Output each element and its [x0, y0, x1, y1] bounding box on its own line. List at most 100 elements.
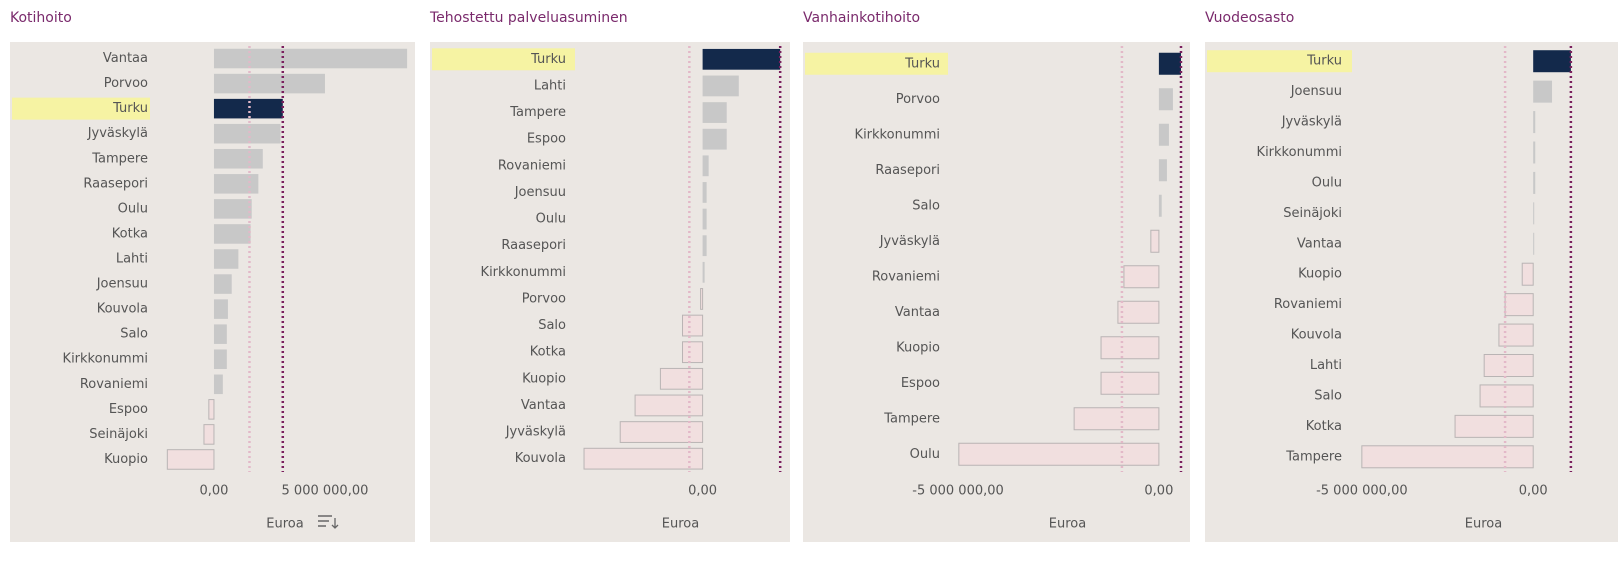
- bar: [1158, 194, 1162, 217]
- category-label: Rovaniemi: [872, 269, 940, 284]
- category-label: Joensuu: [96, 277, 148, 292]
- category-label: Raasepori: [875, 163, 940, 178]
- bar: [213, 48, 408, 69]
- bar: [1533, 111, 1536, 134]
- bar: [213, 374, 223, 395]
- bar: [1158, 88, 1173, 111]
- category-label: Kuopio: [896, 340, 940, 355]
- category-label: Oulu: [910, 447, 940, 462]
- bar: [702, 102, 727, 123]
- category-label: Porvoo: [522, 291, 566, 306]
- category-label: Salo: [120, 327, 148, 342]
- bar: [1158, 123, 1169, 146]
- category-label: Vantaa: [1297, 236, 1342, 251]
- category-label: Kirkkonummi: [855, 127, 940, 142]
- category-label: Lahti: [534, 78, 566, 93]
- bar: [203, 424, 215, 445]
- bar: [702, 48, 781, 70]
- bar: [700, 288, 704, 310]
- bar: [1498, 323, 1534, 347]
- category-label: Kuopio: [104, 452, 148, 467]
- bar: [213, 249, 239, 269]
- category-label: Turku: [112, 101, 148, 116]
- x-tick-label: 0,00: [199, 484, 228, 499]
- bar: [1533, 232, 1535, 255]
- chart-title: Vuodeosasto: [1205, 10, 1294, 26]
- bar: [213, 98, 283, 119]
- bar: [213, 73, 325, 94]
- bar: [213, 224, 251, 244]
- category-label: Vantaa: [521, 398, 566, 413]
- bar: [213, 148, 263, 169]
- category-highlight: [805, 52, 948, 75]
- category-label: Porvoo: [104, 76, 148, 91]
- bar: [213, 274, 232, 294]
- category-label: Turku: [1306, 54, 1342, 69]
- bar: [702, 235, 707, 257]
- bar: [213, 199, 252, 219]
- bar: [1533, 80, 1553, 103]
- bar: [958, 442, 1160, 466]
- category-label: Jyväskylä: [1281, 115, 1342, 130]
- bar: [682, 314, 704, 337]
- x-tick-label: 5 000 000,00: [282, 484, 369, 499]
- category-label: Vantaa: [895, 305, 940, 320]
- bar: [702, 128, 727, 150]
- bar: [213, 123, 281, 144]
- bar: [208, 399, 215, 420]
- bar: [1100, 336, 1160, 360]
- bar: [1483, 354, 1534, 377]
- category-label: Kirkkonummi: [63, 352, 148, 367]
- category-label: Salo: [912, 198, 940, 213]
- bar: [213, 324, 227, 344]
- x-tick-label: 0,00: [1144, 484, 1173, 499]
- bar: [1361, 445, 1534, 469]
- bar: [1123, 265, 1160, 289]
- x-tick-label: -5 000 000,00: [912, 484, 1004, 499]
- x-tick-label: 0,00: [1519, 484, 1548, 499]
- bar: [1521, 262, 1534, 286]
- chart-title: Kotihoito: [10, 10, 72, 26]
- bar: [1533, 50, 1571, 73]
- category-label: Jyväskylä: [87, 126, 148, 141]
- bar: [702, 155, 709, 177]
- x-axis-title: Euroa: [266, 517, 303, 532]
- category-label: Salo: [1314, 388, 1342, 403]
- chart-panel: Vantaa Porvoo Turku Jyväskylä Tampere Raasepo…: [10, 42, 415, 542]
- category-label: Seinäjoki: [89, 427, 148, 442]
- category-label: Kouvola: [515, 451, 566, 466]
- category-label: Lahti: [116, 252, 148, 267]
- bar: [702, 75, 739, 97]
- category-label: Raasepori: [83, 176, 148, 191]
- category-label: Vantaa: [103, 51, 148, 66]
- bar: [213, 174, 259, 194]
- category-label: Kouvola: [97, 302, 148, 317]
- bar: [702, 208, 707, 230]
- bar: [1454, 414, 1534, 438]
- category-label: Turku: [530, 52, 566, 67]
- category-label: Kirkkonummi: [1257, 145, 1342, 160]
- category-label: Porvoo: [896, 92, 940, 107]
- chart-panel: Turku Porvoo Kirkkonummi Raasepori Salo Jyväs…: [803, 42, 1190, 542]
- category-label: Raasepori: [501, 238, 566, 253]
- bar: [682, 341, 704, 364]
- category-label: Seinäjoki: [1283, 206, 1342, 221]
- category-label: Joensuu: [1290, 84, 1342, 99]
- category-label: Espoo: [109, 402, 148, 417]
- x-tick-label: -5 000 000,00: [1316, 484, 1408, 499]
- category-label: Tampere: [509, 105, 566, 120]
- category-label: Tampere: [1285, 449, 1342, 464]
- bar: [583, 447, 704, 470]
- bar: [1158, 159, 1167, 182]
- category-label: Kotka: [1306, 419, 1342, 434]
- bar: [1150, 229, 1160, 253]
- category-label: Jyväskylä: [505, 425, 566, 440]
- category-label: Rovaniemi: [498, 158, 566, 173]
- x-tick-label: 0,00: [688, 484, 717, 499]
- panel-background: [803, 42, 1190, 542]
- category-label: Rovaniemi: [1274, 297, 1342, 312]
- bar: [1504, 293, 1534, 317]
- category-highlight: [432, 48, 575, 71]
- bar: [1533, 141, 1536, 164]
- x-axis-title: Euroa: [662, 517, 699, 532]
